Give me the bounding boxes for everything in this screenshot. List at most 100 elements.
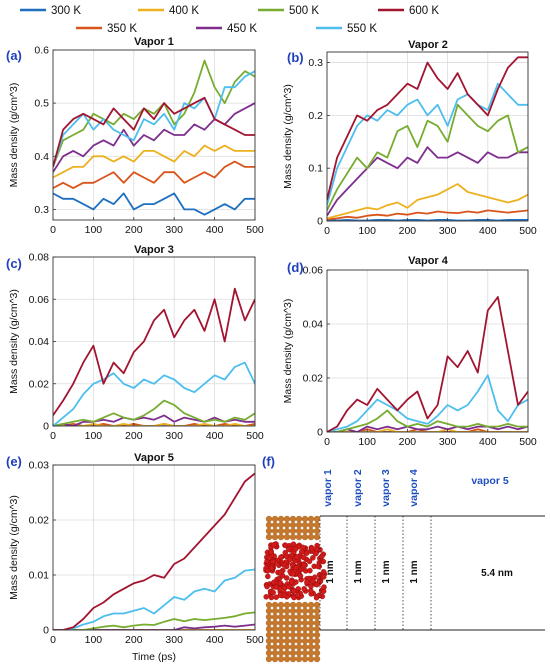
slab-atom	[265, 613, 273, 621]
slab-atom	[295, 601, 303, 609]
x-tick-label: 400	[479, 225, 497, 237]
slab-atom	[271, 619, 279, 627]
slab-atom	[283, 619, 291, 627]
slab-atom	[289, 637, 297, 645]
liquid-atom	[286, 583, 292, 590]
slab-atom	[307, 521, 315, 529]
slab-atom	[271, 601, 279, 609]
x-tick-label: 500	[246, 224, 264, 236]
liquid-atom	[264, 568, 271, 574]
y-tick-label: 0.5	[34, 98, 49, 110]
liquid-atom	[266, 555, 273, 561]
slab-atom	[301, 515, 309, 523]
slab-atom	[307, 515, 315, 523]
slab-atom	[313, 637, 321, 645]
slab-atom	[265, 631, 273, 639]
y-tick-label: 0.03	[29, 460, 50, 472]
vapor-label: vapor 2	[352, 469, 364, 507]
liquid-atom	[301, 586, 307, 592]
liquid-atom	[294, 554, 300, 560]
slab-atom	[277, 649, 285, 657]
series-group	[53, 287, 255, 426]
series-group	[327, 296, 528, 432]
slab-atom	[313, 631, 321, 639]
chart-panel-3: 0 100 200 300 400 500 0 0.02 0.04 0.06 0.08 Vapor 3…	[6, 244, 264, 442]
chart-panel-2: 0 100 200 300 400 500 0 0.1 0.2 0.3 Vapor 2 (b) Mass…	[282, 39, 537, 237]
slab-atom	[283, 649, 291, 657]
chart-panels: 0 100 200 300 400 500 0.3 0.4 0.5 0.6 Vapor 1 (a) Ma…	[6, 36, 537, 663]
slab-atom	[313, 527, 321, 535]
slab-atom	[277, 637, 285, 645]
y-tick-label: 0.04	[29, 336, 50, 348]
liquid-atom	[281, 562, 287, 568]
liquid-atom	[271, 541, 277, 548]
slab-atom	[295, 643, 303, 651]
slab-atom	[277, 613, 285, 621]
y-tick-label: 0	[317, 427, 323, 439]
slab-atom	[277, 619, 285, 627]
liquid-atom	[320, 574, 327, 580]
liquid-atom	[294, 592, 301, 598]
legend-label: 400 K	[169, 5, 199, 17]
panel-title: Vapor 2	[408, 39, 448, 51]
slab-atom	[307, 655, 315, 663]
copper-slab	[265, 515, 321, 663]
y-tick-label: 0.3	[308, 57, 323, 69]
slab-atom	[295, 619, 303, 627]
slab-atom	[289, 649, 297, 657]
panel-letter: (e)	[6, 454, 22, 469]
legend-label: 500 K	[289, 5, 319, 17]
vapor-label: vapor 1	[322, 469, 334, 507]
liquid-atom	[306, 558, 313, 565]
slab-atom	[277, 655, 285, 663]
slab-atom	[283, 601, 291, 609]
liquid-atom	[307, 567, 313, 574]
schematic-panel-f: (f) vapor 1 vapor 2 vapor 3 vapor 4 vapor 5 1 …	[262, 454, 545, 663]
x-tick-label: 100	[85, 224, 103, 236]
slab-atom	[283, 533, 291, 541]
slab-atom	[283, 637, 291, 645]
slab-atom	[283, 631, 291, 639]
slab-atom	[307, 643, 315, 651]
slab-atom	[271, 533, 279, 541]
slab-atom	[307, 527, 315, 535]
x-axis-label: Time (ps)	[132, 651, 176, 663]
slab-atom	[265, 533, 273, 541]
slab-atom	[307, 607, 315, 615]
series-line-550k	[53, 361, 255, 426]
slab-atom	[301, 619, 309, 627]
slab-atom	[271, 631, 279, 639]
slab-atom	[307, 533, 315, 541]
legend-label: 350 K	[107, 23, 137, 35]
series-line-400k	[53, 144, 255, 179]
slab-atom	[271, 527, 279, 535]
liquid-atom	[288, 579, 295, 585]
liquid-atom	[283, 575, 290, 581]
slab-atom	[295, 631, 303, 639]
liquid-atom	[273, 584, 279, 590]
liquid-atom	[264, 583, 270, 590]
liquid-atom	[282, 549, 289, 556]
series-line-550k	[327, 374, 528, 432]
liquid-atom	[321, 584, 327, 590]
liquid-atom	[292, 546, 299, 552]
y-tick-label: 0	[43, 625, 49, 637]
slab-atom	[289, 515, 297, 523]
series-line-600k	[53, 472, 255, 630]
slab-atom	[265, 643, 273, 651]
series-line-600k	[53, 96, 255, 168]
chart-panel-5: 0 100 200 300 400 500 0 0.01 0.02 0.03 Vapor 5 (e) M…	[6, 452, 264, 663]
slab-atom	[307, 613, 315, 621]
liquid-droplet	[263, 541, 328, 601]
liquid-atom	[290, 541, 297, 547]
series-line-550k	[53, 70, 255, 168]
series-line-500k	[53, 399, 255, 426]
slab-atom	[289, 619, 297, 627]
y-tick-label: 0	[317, 216, 323, 228]
panel-letter: (d)	[287, 260, 304, 275]
series-line-350k	[53, 160, 255, 190]
y-axis-label: Mass density (g/cm^3)	[8, 495, 20, 600]
slab-atom	[265, 619, 273, 627]
slab-atom	[301, 607, 309, 615]
y-tick-label: 0.1	[308, 163, 323, 175]
